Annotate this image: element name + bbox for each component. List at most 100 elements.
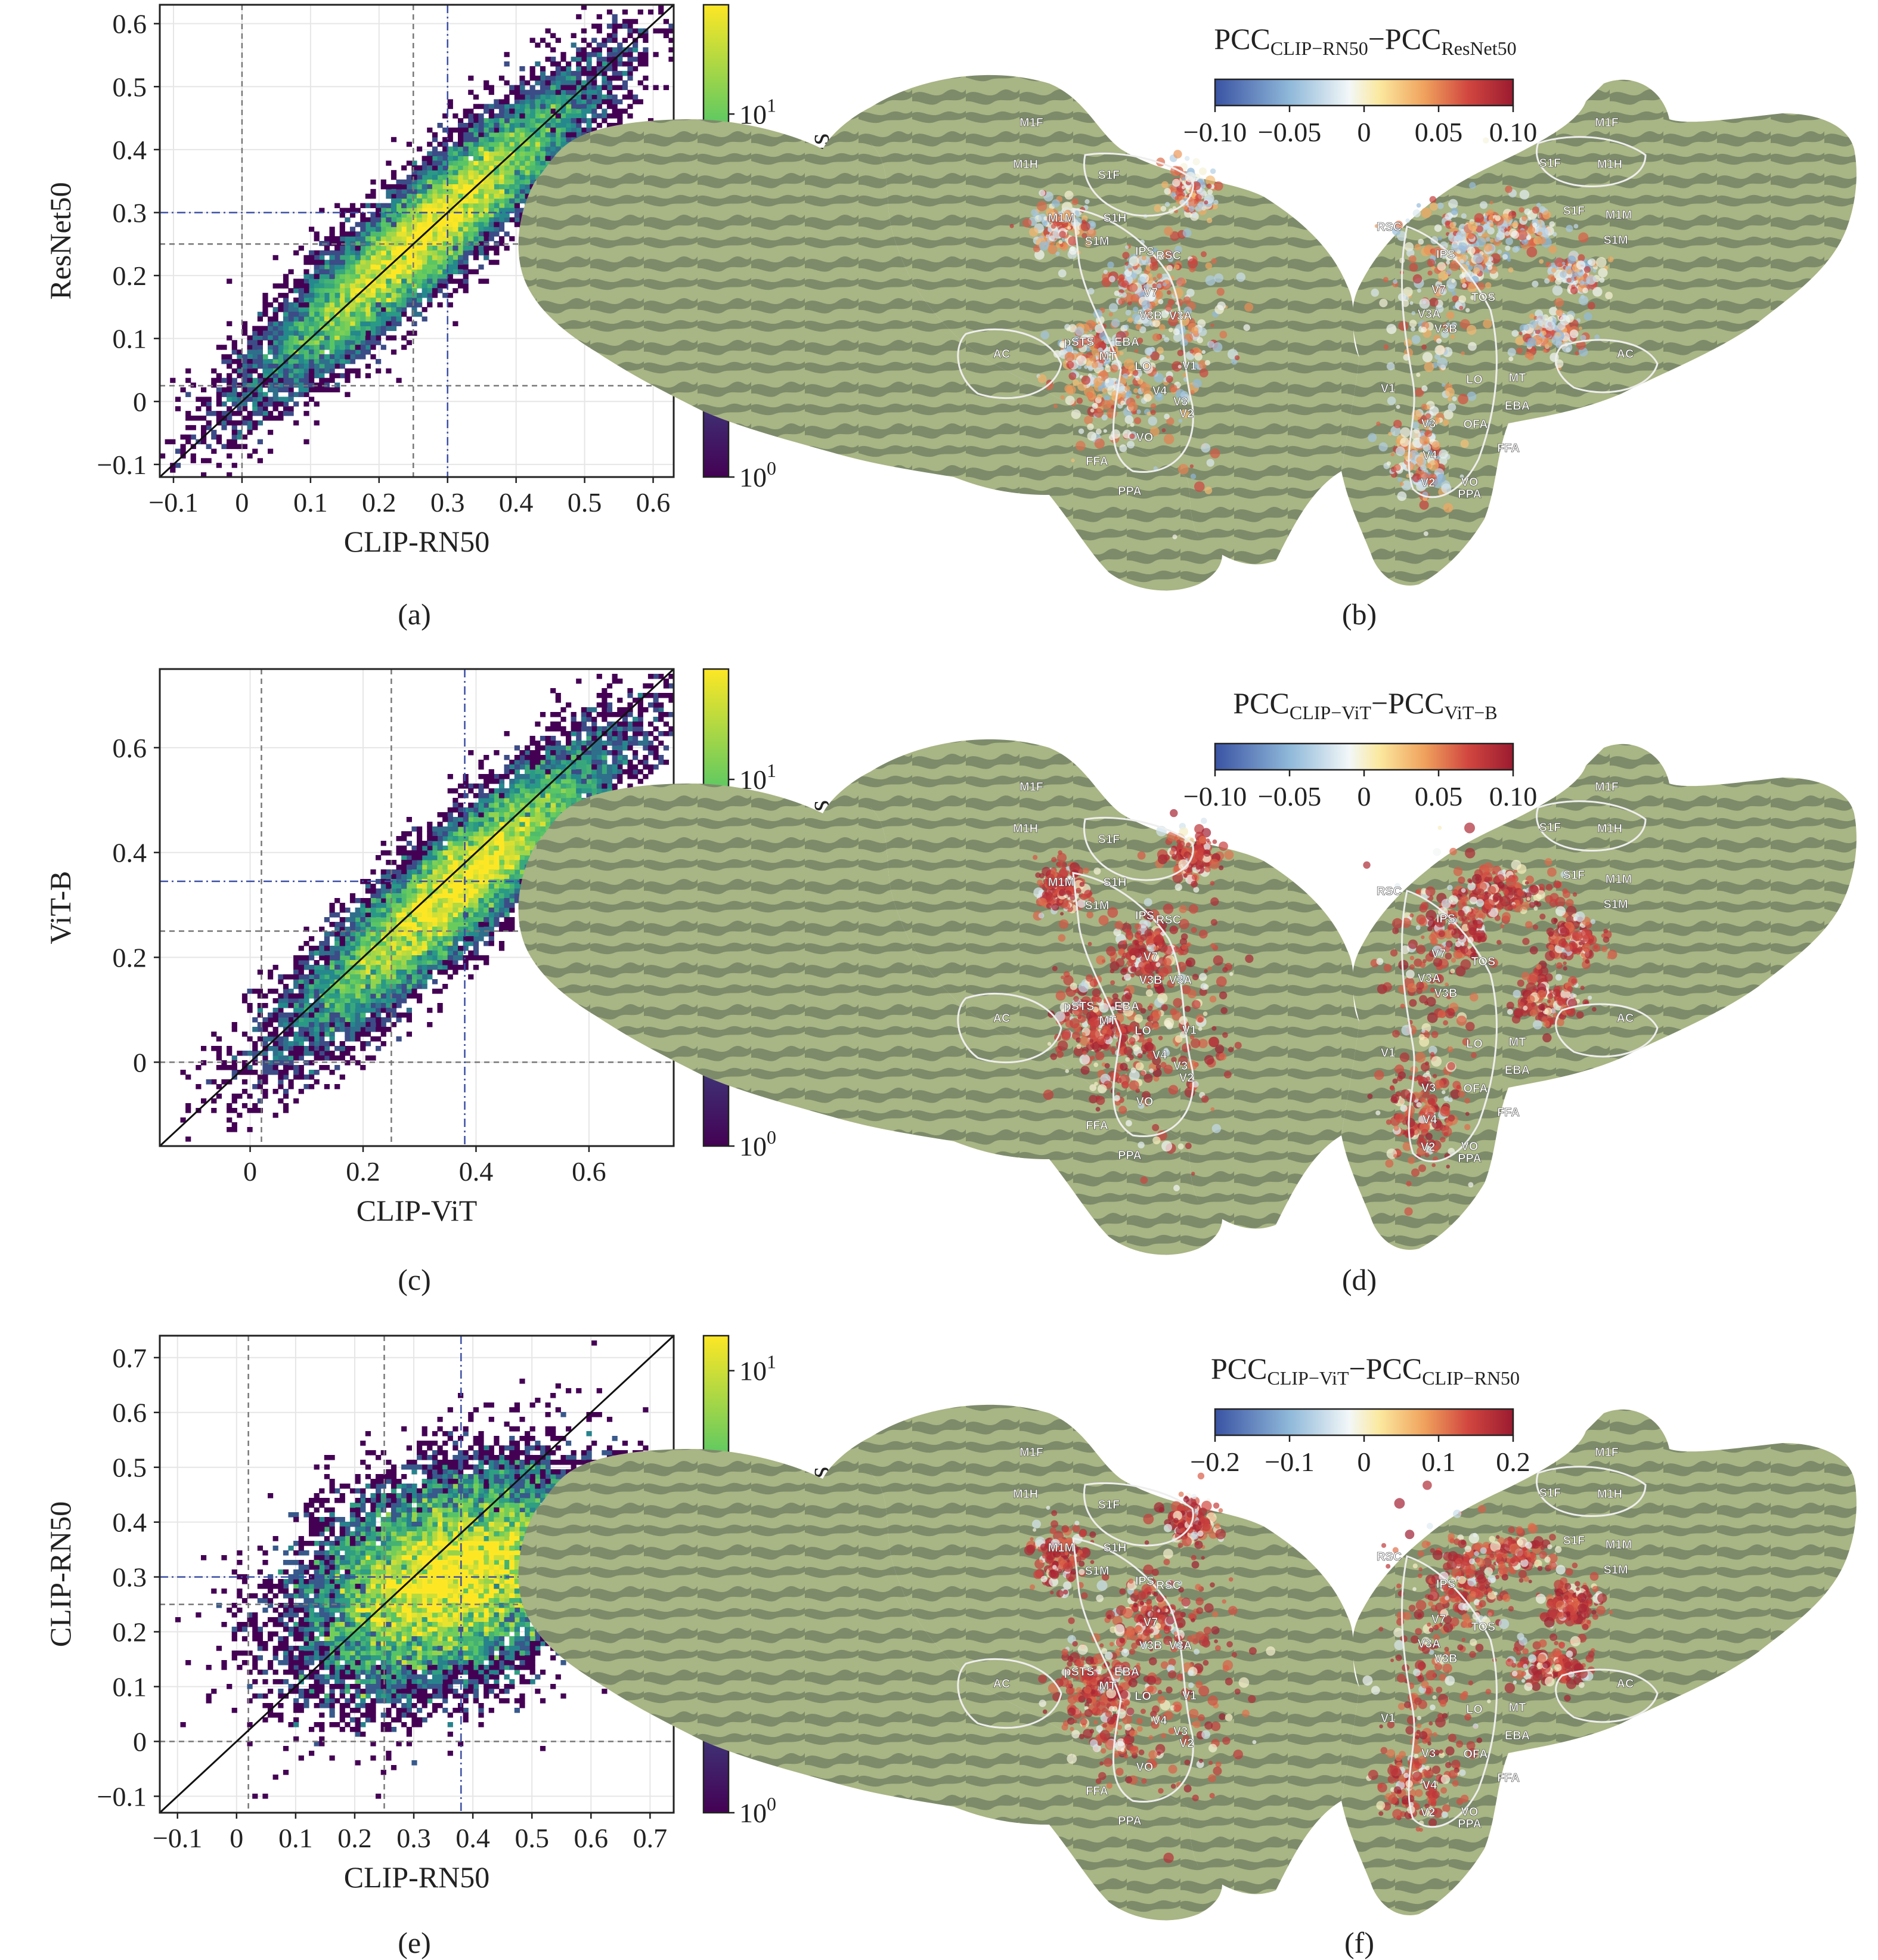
hist-cell xyxy=(504,80,510,86)
hist-cell xyxy=(216,1036,222,1042)
hist-cell xyxy=(241,392,248,397)
hist-cell xyxy=(231,411,237,416)
hist-cell xyxy=(406,212,412,218)
hist-cell xyxy=(550,798,556,803)
hist-cell xyxy=(339,222,345,227)
hist-cell xyxy=(324,264,330,270)
hist-cell xyxy=(453,931,458,937)
hist-cell xyxy=(473,936,479,942)
hist-cell xyxy=(396,1012,402,1018)
hist-cell xyxy=(581,47,587,52)
hist-cell xyxy=(529,764,535,770)
hist-cell xyxy=(196,1065,202,1070)
hist-cell xyxy=(417,955,423,961)
hist-cell xyxy=(463,784,469,789)
hist-cell xyxy=(478,788,484,794)
hist-cell xyxy=(586,779,592,784)
hist-cell xyxy=(535,99,541,104)
hist-cell xyxy=(468,903,474,908)
hist-cell xyxy=(324,259,330,265)
hist-cell xyxy=(658,731,664,736)
hist-cell xyxy=(345,335,351,340)
hist-cell xyxy=(370,1027,376,1032)
hist-cell xyxy=(406,850,412,856)
hist-cell xyxy=(427,955,433,961)
hist-cell xyxy=(576,760,582,765)
hist-cell xyxy=(411,950,417,956)
hist-cell xyxy=(391,236,397,241)
hist-cell xyxy=(540,89,546,95)
hist-cell xyxy=(437,869,443,875)
hist-cell xyxy=(268,316,274,322)
hist-cell xyxy=(458,831,464,837)
hist-cell xyxy=(283,330,289,336)
hist-cell xyxy=(555,75,561,81)
hist-cell xyxy=(560,764,566,770)
hist-cell xyxy=(252,335,258,340)
hist-cell xyxy=(185,392,191,397)
hist-cell xyxy=(170,439,176,445)
hist-cell xyxy=(478,1608,484,1613)
hist-cell xyxy=(339,264,345,270)
hist-cell xyxy=(484,1608,489,1613)
hist-cell xyxy=(442,184,448,190)
hist-cell xyxy=(494,812,500,818)
hist-cell xyxy=(422,236,427,241)
hist-cell xyxy=(612,745,618,751)
hist-cell xyxy=(386,1565,392,1570)
hist-cell xyxy=(406,288,412,293)
y-tick-label: 0.6 xyxy=(113,9,147,39)
hist-cell xyxy=(514,760,520,765)
hist-cell xyxy=(581,28,587,34)
hist-cell xyxy=(411,222,417,227)
hist-cell xyxy=(473,803,479,808)
hist-cell xyxy=(247,340,253,345)
hist-cell xyxy=(468,217,474,222)
hist-cell xyxy=(334,241,340,246)
hist-cell xyxy=(411,927,417,932)
hist-cell xyxy=(386,184,392,190)
hist-cell xyxy=(190,434,196,440)
hist-cell xyxy=(606,779,613,784)
hist-cell xyxy=(345,941,351,946)
hist-cell xyxy=(288,989,294,994)
hist-cell xyxy=(540,165,546,171)
hist-cell xyxy=(314,401,320,407)
hist-cell xyxy=(550,736,556,741)
hist-cell xyxy=(391,1603,397,1608)
hist-cell xyxy=(514,893,520,899)
hist-cell xyxy=(303,965,309,970)
hist-cell xyxy=(355,984,361,989)
hist-cell xyxy=(283,306,289,312)
hist-cell xyxy=(494,908,500,913)
hist-cell xyxy=(329,1017,335,1023)
hist-cell xyxy=(514,888,520,894)
hist-cell xyxy=(231,1122,237,1128)
hist-cell xyxy=(509,104,515,109)
hist-cell xyxy=(422,1631,427,1637)
hist-cell xyxy=(370,970,376,975)
hist-cell xyxy=(545,80,551,86)
hist-cell xyxy=(453,846,458,851)
hist-cell xyxy=(303,927,309,932)
hist-cell xyxy=(417,946,423,951)
hist-cell xyxy=(498,874,505,880)
hist-cell xyxy=(484,1598,489,1603)
hist-cell xyxy=(334,373,340,379)
hist-cell xyxy=(355,330,361,336)
hist-cell xyxy=(339,354,345,360)
hist-cell xyxy=(468,974,474,980)
hist-cell xyxy=(241,387,248,392)
hist-cell xyxy=(272,363,278,369)
hist-cell xyxy=(339,236,345,241)
hist-cell xyxy=(201,425,207,431)
hist-cell xyxy=(525,850,531,856)
hist-cell xyxy=(355,989,361,994)
hist-cell xyxy=(545,822,551,827)
hist-cell xyxy=(380,208,386,213)
hist-cell xyxy=(663,712,669,717)
hist-cell xyxy=(468,227,474,232)
hist-cell xyxy=(221,420,227,426)
hist-cell xyxy=(591,47,597,52)
hist-cell xyxy=(453,898,458,903)
